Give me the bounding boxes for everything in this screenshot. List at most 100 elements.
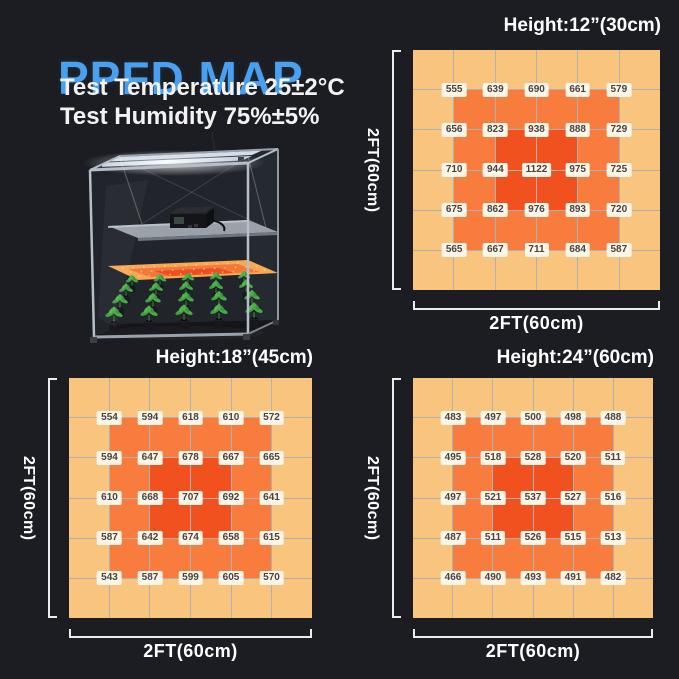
ppfd-value-chip: 497	[480, 410, 506, 425]
y-axis-bracket	[48, 378, 57, 618]
ppfd-value-chip: 684	[565, 243, 590, 257]
ppfd-value-chip: 674	[178, 530, 203, 545]
heatmap-cell	[619, 50, 660, 90]
map-title-24in: Height:24”(60cm)	[496, 347, 654, 368]
heatmap-cell	[231, 578, 272, 618]
ppfd-value-chip: 526	[520, 530, 546, 545]
heatmap-cell	[493, 378, 533, 418]
ppfd-value-chip: 490	[480, 571, 506, 585]
ppfd-value-chip: 729	[606, 122, 632, 137]
heatmap-cell	[191, 378, 231, 418]
ppfd-value-chip: 554	[97, 410, 122, 425]
ppfd-value-chip: 823	[482, 122, 508, 137]
ppfd-value-chip: 513	[600, 530, 626, 545]
heatmap-cell	[272, 578, 312, 618]
grow-tent-illustration	[82, 132, 279, 343]
ppfd-value-chip: 975	[565, 163, 590, 177]
heatmap-24in: 483 497 500 498 488 495 518 528 520 511 497 521 537 5…	[413, 378, 653, 618]
ppfd-value-chip: 515	[560, 530, 586, 545]
ppfd-value-chip: 665	[259, 450, 284, 465]
ppfd-value-chip: 498	[560, 410, 586, 425]
ppfd-value-chip: 516	[600, 491, 626, 505]
ppfd-value-chip: 667	[218, 450, 244, 465]
heatmap-cell	[533, 578, 573, 618]
test-temperature-line: Test Temperature 25±2°C	[60, 74, 345, 101]
heatmap-cell	[613, 578, 653, 618]
ppfd-value-chip: 938	[524, 122, 549, 137]
heatmap-cell	[613, 378, 653, 418]
x-axis-label: 2FT(60cm)	[143, 641, 238, 661]
ppfd-value-chip: 570	[259, 571, 284, 585]
x-axis-bracket	[413, 629, 653, 638]
ppfd-value-chip: 482	[600, 571, 626, 585]
ppfd-value-chip: 667	[482, 243, 508, 257]
ppfd-value-chip: 711	[524, 243, 549, 257]
ppfd-value-chip: 511	[480, 530, 506, 545]
ppfd-value-chip: 555	[441, 82, 467, 97]
heatmap-cell	[453, 578, 493, 618]
heatmap-cell	[619, 250, 660, 290]
heatmap-cell	[413, 50, 454, 90]
ppfd-value-chip: 1122	[521, 163, 552, 177]
ppfd-value-chip: 615	[259, 530, 284, 545]
ppfd-value-chip: 527	[560, 491, 586, 505]
ppfd-value-chip: 565	[441, 243, 467, 257]
map-title-12in: Height:12”(30cm)	[503, 15, 661, 36]
heatmap-cell	[578, 50, 619, 90]
heatmap-cell	[493, 578, 533, 618]
ppfd-value-chip: 511	[600, 450, 626, 465]
ppfd-value-chip: 661	[565, 82, 590, 97]
ppfd-value-chip: 518	[480, 450, 506, 465]
heatmap-cell	[454, 250, 495, 290]
ppfd-value-chip: 493	[520, 571, 546, 585]
y-axis-bracket	[392, 50, 401, 290]
ppfd-value-chip: 587	[97, 530, 122, 545]
test-humidity-line: Test Humidity 75%±5%	[60, 103, 320, 130]
x-axis-bracket	[413, 301, 660, 310]
heatmap-cell	[533, 378, 573, 418]
y-axis-label: 2FT(60cm)	[364, 455, 381, 541]
ppfd-value-chip: 488	[600, 410, 626, 425]
ppfd-value-chip: 579	[606, 82, 632, 97]
heatmap-cell	[272, 378, 312, 418]
y-axis-bracket	[392, 378, 401, 618]
ppfd-value-chip: 610	[218, 410, 244, 425]
ppfd-value-chip: 725	[606, 163, 632, 177]
heatmap-cell	[454, 50, 495, 90]
y-axis-label: 2FT(60cm)	[20, 455, 37, 541]
ppfd-value-chip: 647	[137, 450, 163, 465]
ppfd-value-chip: 675	[441, 202, 467, 217]
ppfd-value-chip: 610	[97, 491, 122, 505]
ppfd-value-chip: 707	[178, 491, 203, 505]
heatmap-cell	[578, 250, 619, 290]
page-title: PPFD MAP	[58, 51, 304, 104]
ppfd-value-chip: 483	[440, 410, 466, 425]
map-title-18in: Height:18”(45cm)	[155, 347, 313, 368]
heatmap-12in: 555 639 690 661 579 656 823 938 888 729 710 944 1122…	[413, 50, 660, 290]
heatmap-cell	[109, 578, 150, 618]
ppfd-value-chip: 487	[440, 530, 466, 545]
ppfd-value-chip: 495	[440, 450, 466, 465]
ppfd-value-chip: 618	[178, 410, 203, 425]
ppfd-value-chip: 862	[482, 202, 508, 217]
ppfd-value-chip: 642	[137, 530, 163, 545]
heatmap-cell	[413, 578, 453, 618]
heatmap-cell	[413, 378, 453, 418]
ppfd-value-chip: 678	[178, 450, 203, 465]
ppfd-value-chip: 537	[520, 491, 546, 505]
ppfd-value-chip: 893	[565, 202, 590, 217]
ppfd-value-chip: 572	[259, 410, 284, 425]
ppfd-value-chip: 639	[482, 82, 508, 97]
ppfd-value-chip: 599	[178, 571, 203, 585]
ppfd-value-chip: 710	[441, 163, 467, 177]
ppfd-value-chip: 543	[97, 571, 122, 585]
heatmap-cell	[495, 250, 536, 290]
heatmap-cell	[413, 250, 454, 290]
heatmap-cell	[69, 378, 109, 418]
ppfd-value-chip: 521	[480, 491, 506, 505]
heatmap-cell	[69, 578, 109, 618]
heatmap-cell	[109, 378, 150, 418]
ppfd-value-chip: 520	[560, 450, 586, 465]
ppfd-value-chip: 500	[520, 410, 546, 425]
ppfd-value-chip: 692	[218, 491, 244, 505]
